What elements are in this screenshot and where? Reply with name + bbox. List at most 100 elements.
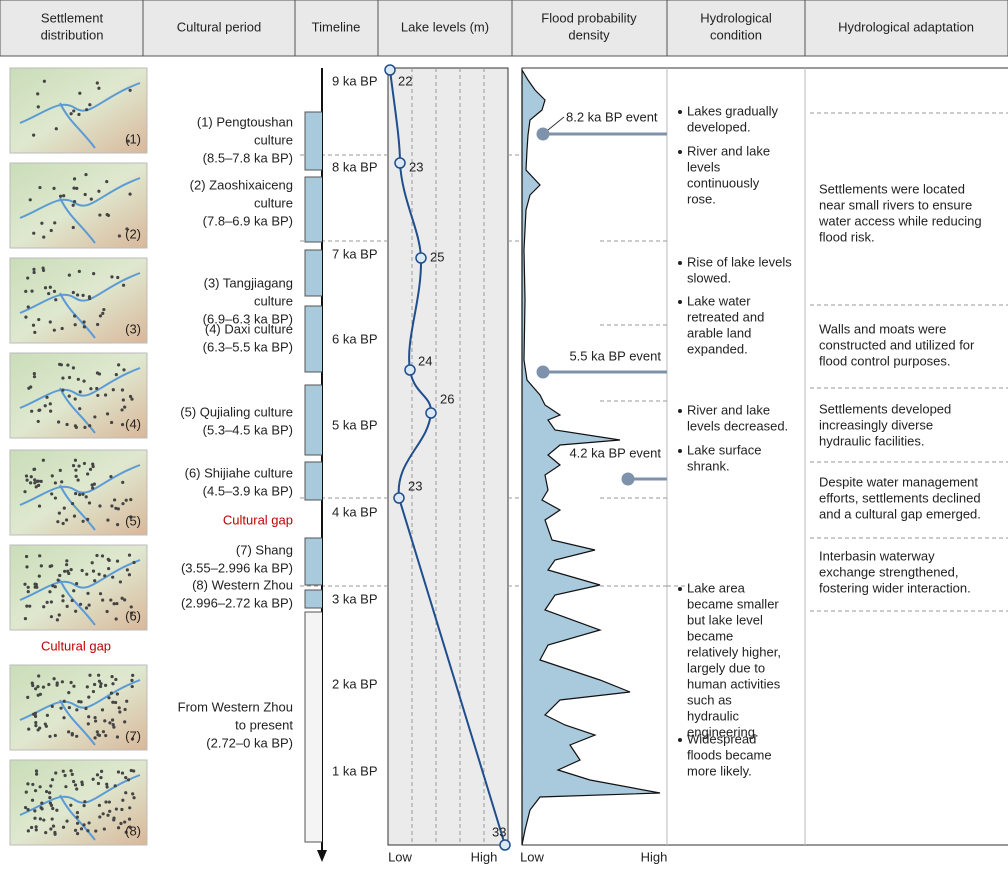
settlement-dot <box>50 600 53 603</box>
settlement-dot <box>128 193 131 196</box>
settlement-dot <box>50 564 53 567</box>
settlement-dot <box>49 286 52 289</box>
settlement-dot <box>55 809 58 812</box>
settlement-dot <box>48 735 51 738</box>
settlement-dot <box>95 387 98 390</box>
settlement-dot <box>68 273 71 276</box>
settlement-dot <box>33 582 36 585</box>
bullet <box>678 587 682 591</box>
adaptation-text: Settlements developed <box>819 401 951 416</box>
settlement-dot <box>98 734 101 737</box>
settlement-dot <box>31 783 34 786</box>
settlement-dot <box>119 580 122 583</box>
event-label: 5.5 ka BP event <box>569 348 661 363</box>
settlement-dot <box>131 674 134 677</box>
settlement-dot <box>34 721 37 724</box>
settlement-dot <box>85 495 88 498</box>
settlement-dot <box>76 811 79 814</box>
lake-level-label: 24 <box>418 353 432 368</box>
timeline-label: 5 ka BP <box>332 417 378 432</box>
settlement-dot <box>75 582 78 585</box>
lake-panel <box>388 68 508 845</box>
settlement-dot <box>33 478 36 481</box>
header-label: condition <box>710 27 762 42</box>
settlement-dot <box>25 605 28 608</box>
settlement-dot <box>77 478 80 481</box>
settlement-dot <box>52 187 55 190</box>
settlement-dot <box>82 380 85 383</box>
settlement-dot <box>116 735 119 738</box>
settlement-dot <box>92 690 95 693</box>
settlement-dot <box>78 270 81 273</box>
settlement-dot <box>78 407 81 410</box>
settlement-dot <box>74 829 77 832</box>
header-label: Hydrological adaptation <box>838 19 974 34</box>
settlement-dot <box>51 778 54 781</box>
settlement-dot <box>59 469 62 472</box>
settlement-dot <box>92 570 95 573</box>
settlement-dot <box>130 679 133 682</box>
settlement-dot <box>104 734 107 737</box>
settlement-dot <box>48 590 51 593</box>
period-label: (5) Qujialing culture <box>180 404 293 419</box>
settlement-dot <box>125 499 128 502</box>
settlement-dot <box>112 723 115 726</box>
settlement-dot <box>96 81 99 84</box>
settlement-dot <box>111 718 114 721</box>
settlement-dot <box>99 314 102 317</box>
settlement-dot <box>44 404 47 407</box>
settlement-dot <box>49 409 52 412</box>
timeline-label: 8 ka BP <box>332 159 378 174</box>
settlement-dot <box>51 705 54 708</box>
settlement-dot <box>102 730 105 733</box>
settlement-dot <box>72 187 75 190</box>
settlement-dot <box>121 423 124 426</box>
settlement-dot <box>102 812 105 815</box>
figure: SettlementdistributionCultural periodTim… <box>0 0 1008 870</box>
timeline-label: 9 ka BP <box>332 73 378 88</box>
period-label: (2) Zaoshixaiceng <box>190 177 293 192</box>
condition-text: River and lake <box>687 402 770 417</box>
settlement-dot <box>76 293 79 296</box>
settlement-dot <box>75 787 78 790</box>
settlement-dot <box>62 716 65 719</box>
lake-level-point <box>394 493 404 503</box>
settlement-dot <box>27 586 30 589</box>
condition-text: Rise of lake levels <box>687 254 792 269</box>
settlement-dot <box>84 707 87 710</box>
settlement-dot <box>31 682 34 685</box>
lake-level-label: 33 <box>492 824 506 839</box>
settlement-dot <box>112 602 115 605</box>
settlement-dot <box>112 816 115 819</box>
bullet <box>678 409 682 413</box>
settlement-dot <box>32 232 35 235</box>
settlement-dot <box>114 678 117 681</box>
settlement-dot <box>85 573 88 576</box>
settlement-dot <box>83 426 86 429</box>
condition-text: levels <box>687 159 721 174</box>
settlement-dot <box>42 235 45 238</box>
condition-text: shrank. <box>687 458 730 473</box>
header-label: Settlement <box>41 10 104 25</box>
settlement-dot <box>27 387 30 390</box>
settlement-dot <box>129 89 132 92</box>
settlement-dot <box>80 781 83 784</box>
settlement-dot <box>83 325 86 328</box>
settlement-dot <box>51 817 54 820</box>
settlement-dot <box>98 504 101 507</box>
settlement-dot <box>72 291 75 294</box>
map-label: (7) <box>125 728 141 743</box>
settlement-dot <box>100 770 103 773</box>
settlement-dot <box>86 518 89 521</box>
settlement-dot <box>23 583 26 586</box>
settlement-dot <box>105 783 108 786</box>
settlement-dot <box>115 617 118 620</box>
settlement-dot <box>46 714 49 717</box>
condition-text: rose. <box>687 191 716 206</box>
settlement-dot <box>65 820 68 823</box>
adaptation-text: near small rivers to ensure <box>819 197 972 212</box>
condition-text: floods became <box>687 747 772 762</box>
condition-text: continuously <box>687 175 760 190</box>
timeline-label: 6 ka BP <box>332 331 378 346</box>
settlement-dot <box>84 173 87 176</box>
